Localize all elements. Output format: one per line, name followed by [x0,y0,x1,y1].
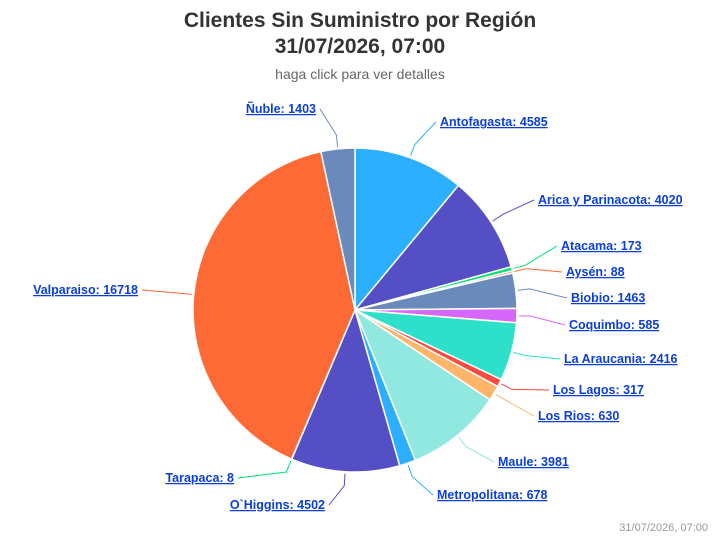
data-label-metropolitana[interactable]: Metropolitana: 678 [437,488,547,502]
chart-title-line-1: Clientes Sin Suministro por Región [183,9,537,32]
connector-line-biobio [517,288,568,299]
chart-subtitle: haga click para ver detalles [275,66,445,82]
data-label-coquimbo[interactable]: Coquimbo: 585 [569,318,659,332]
connector-line-los-rios [495,393,535,417]
chart-title: Clientes Sin Suministro por Región 31/07… [0,8,720,60]
connector-line-arica-y-parinacota [492,199,535,222]
connector-line-antofagasta [410,121,437,156]
data-label-antofagasta[interactable]: Antofagasta: 4585 [440,115,548,129]
data-label-o-higgins[interactable]: O`Higgins: 4502 [230,498,325,512]
data-label-atacama[interactable]: Atacama: 173 [561,239,642,253]
connector-line-valparaiso [141,289,192,295]
pie-slice-o-higgins[interactable] [290,307,401,473]
data-label-tarapaca[interactable]: Tarapaca: 8 [165,471,234,485]
connector-line-tarapaca [237,460,292,479]
pie-slice-antofagasta[interactable] [354,147,460,313]
data-label-maule[interactable]: Maule: 3981 [498,455,569,469]
data-label-los-lagos[interactable]: Los Lagos: 317 [553,383,644,397]
chart-credit: 31/07/2026, 07:00 [619,522,708,534]
connector-line-maule [458,436,495,463]
pie-slice-arica-y-parinacota[interactable] [352,184,513,312]
connector-line-atacama [513,245,558,269]
pie-slice-nuble[interactable] [320,147,356,311]
pie-slice-maule[interactable] [353,308,491,462]
connector-line-o-higgins [328,473,346,506]
data-label-valparaiso[interactable]: Valparaiso: 16718 [33,283,138,297]
chart-title-line-2: 31/07/2026, 07:00 [274,35,446,58]
connector-line-metropolitana [407,464,434,496]
data-label-aysen[interactable]: Aysén: 88 [566,265,625,279]
connector-line-los-lagos [501,383,550,391]
data-label-los-rios[interactable]: Los Rios: 630 [538,409,619,423]
data-label-biobio[interactable]: Biobio: 1463 [571,291,645,305]
connector-line-la-araucania [513,351,561,360]
connector-line-nuble [319,108,339,147]
connector-line-coquimbo [518,315,566,326]
data-label-la-araucania[interactable]: La Araucania: 2416 [564,352,678,366]
pie-slice-valparaiso[interactable] [192,150,356,461]
connector-line-aysen [514,268,563,273]
data-label-nuble[interactable]: Ñuble: 1403 [246,101,316,116]
data-label-arica-y-parinacota[interactable]: Arica y Parinacota: 4020 [538,193,683,207]
